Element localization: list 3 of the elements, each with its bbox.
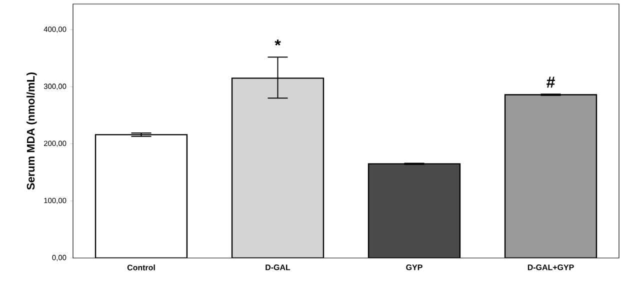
y-axis-title: Serum MDA (nmol/mL) xyxy=(26,72,37,190)
data-label: * xyxy=(274,40,281,46)
data-label: # xyxy=(546,76,555,88)
